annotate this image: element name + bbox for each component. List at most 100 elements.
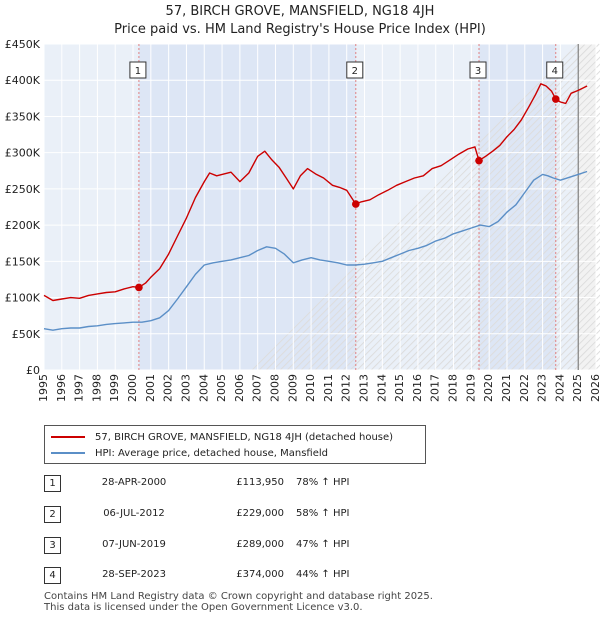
legend-item-property: 57, BIRCH GROVE, MANSFIELD, NG18 4JH (de…: [51, 429, 393, 445]
y-tick-label: £250K: [5, 183, 41, 196]
legend-label-property: 57, BIRCH GROVE, MANSFIELD, NG18 4JH (de…: [95, 431, 394, 443]
sale-point: [551, 95, 560, 103]
forecast-hatch: [321, 91, 600, 371]
x-tick-label: 2022: [518, 374, 531, 402]
forecast-hatch: [503, 273, 600, 371]
x-tick-label: 2017: [429, 374, 442, 402]
x-tick-label: 2015: [393, 374, 406, 402]
x-tick-label: 2019: [464, 374, 477, 402]
sale-point: [475, 156, 483, 165]
forecast-hatch: [454, 224, 600, 371]
sale-hpi-change: 47% ↑ HPI: [296, 539, 350, 550]
x-tick-label: 2006: [233, 374, 246, 402]
price-chart: 1 2 3 4 £0 £50K £100K £150K £200K £250K £300K £350…: [5, 38, 600, 402]
x-tick-label: 1998: [90, 374, 103, 402]
sale-number-badge: 4: [44, 567, 61, 584]
forecast-hatch: [461, 231, 600, 371]
x-tick-label: 2003: [179, 374, 192, 402]
sale-point: [135, 283, 143, 292]
forecast-hatch: [496, 266, 600, 371]
x-tick-label: 2025: [571, 374, 584, 402]
forecast-hatch: [510, 280, 600, 371]
x-tick-label: 2005: [215, 374, 228, 402]
forecast-hatch: [314, 84, 600, 371]
footer-licence: This data is licensed under the Open Gov…: [44, 602, 363, 613]
x-tick-label: 2021: [500, 374, 513, 402]
forecast-hatch: [335, 105, 600, 371]
forecast-hatch: [391, 161, 600, 371]
sale-row: 4 28-SEP-2023 £374,000 44% ↑ HPI: [44, 567, 444, 585]
chart-title-subtitle: Price paid vs. HM Land Registry's House …: [114, 22, 486, 37]
x-tick-label: 2000: [126, 374, 139, 402]
chart-legend: 57, BIRCH GROVE, MANSFIELD, NG18 4JH (de…: [44, 425, 426, 464]
y-tick-label: £0: [26, 364, 40, 377]
forecast-hatch: [405, 175, 600, 371]
y-tick-label: £200K: [5, 219, 41, 232]
forecast-hatch: [468, 238, 600, 371]
x-tick-label: 1997: [73, 374, 86, 402]
x-tick-label: 2013: [358, 374, 371, 402]
forecast-hatch: [517, 287, 600, 371]
y-tick-label: £350K: [5, 110, 41, 123]
forecast-hatch: [531, 301, 600, 371]
x-tick-label: 2016: [411, 374, 424, 402]
forecast-hatch: [342, 112, 600, 371]
x-tick-label: 2026: [589, 374, 600, 402]
x-tick-label: 2008: [268, 374, 281, 402]
sale-hpi-change: 78% ↑ HPI: [296, 477, 350, 488]
sale-marker-label: 1: [135, 66, 141, 77]
sale-number-badge: 2: [44, 506, 61, 523]
legend-swatch-property: [51, 436, 85, 438]
sale-number-badge: 3: [44, 537, 61, 554]
sale-date: 07-JUN-2019: [102, 539, 166, 550]
sale-date: 28-APR-2000: [101, 477, 167, 488]
forecast-hatch: [489, 259, 600, 371]
footer-copyright: Contains HM Land Registry data © Crown c…: [44, 591, 433, 602]
forecast-hatch: [475, 245, 600, 371]
y-tick-label: £100K: [5, 292, 41, 305]
sale-row: 3 07-JUN-2019 £289,000 47% ↑ HPI: [44, 537, 444, 555]
sale-point: [351, 200, 360, 208]
y-tick-label: £400K: [5, 74, 41, 87]
forecast-hatch: [412, 182, 600, 371]
sale-price: £113,950: [236, 477, 284, 488]
sale-price: £374,000: [236, 569, 284, 580]
forecast-hatch: [440, 210, 600, 371]
sale-marker-badge: [546, 61, 564, 79]
x-tick-label: 2007: [251, 374, 264, 402]
x-tick-label: 2010: [304, 374, 317, 402]
sale-period-shade: [138, 44, 356, 370]
forecast-hatch: [356, 126, 600, 371]
x-tick-label: 1999: [108, 374, 121, 402]
x-tick-label: 2018: [447, 374, 460, 402]
sale-row: 2 06-JUL-2012 £229,000 58% ↑ HPI: [44, 506, 444, 524]
forecast-hatch: [293, 63, 600, 371]
forecast-hatch: [300, 70, 600, 371]
forecast-region: [578, 44, 596, 370]
forecast-hatch: [328, 98, 600, 371]
y-tick-label: £450K: [5, 38, 41, 51]
chart-title-address: 57, BIRCH GROVE, MANSFIELD, NG18 4JH: [165, 4, 435, 19]
forecast-hatch: [482, 252, 600, 371]
x-tick-label: 2024: [553, 374, 566, 402]
forecast-hatch: [370, 140, 600, 371]
forecast-hatch: [433, 203, 600, 371]
sale-price: £289,000: [236, 539, 284, 550]
forecast-hatch: [377, 147, 600, 371]
property-series-line: [43, 83, 588, 302]
forecast-hatch: [447, 217, 600, 371]
sale-marker-badge: [129, 61, 147, 79]
forecast-hatch: [279, 49, 600, 371]
forecast-hatch: [265, 43, 593, 371]
y-tick-label: £150K: [5, 255, 41, 268]
x-tick-label: 2012: [340, 374, 353, 402]
x-tick-label: 2002: [162, 374, 175, 402]
x-tick-label: 2020: [482, 374, 495, 402]
x-tick-label: 2001: [144, 374, 157, 402]
x-tick-label: 2004: [197, 374, 210, 402]
x-tick-label: 1995: [37, 374, 50, 402]
x-tick-label: 1996: [55, 374, 68, 402]
x-tick-label: 2009: [286, 374, 299, 402]
forecast-hatch: [524, 294, 600, 371]
y-tick-label: £300K: [5, 147, 41, 160]
